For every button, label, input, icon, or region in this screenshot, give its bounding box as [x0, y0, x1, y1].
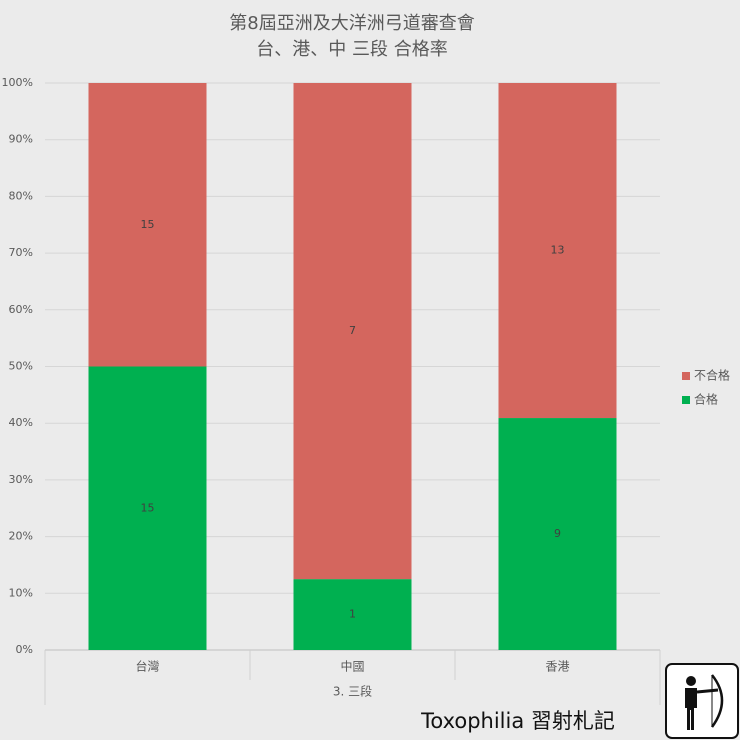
data-label: 7 [349, 324, 356, 337]
y-tick-label: 20% [9, 530, 33, 543]
y-tick-label: 40% [9, 416, 33, 429]
data-label: 13 [551, 244, 565, 257]
data-label: 9 [554, 527, 561, 540]
y-tick-label: 50% [9, 360, 33, 373]
x-tick-label: 中國 [340, 659, 364, 674]
legend-marker [682, 396, 690, 404]
bar-segment [498, 418, 617, 650]
bar-segment [293, 579, 412, 650]
group-label: 3. 三段 [333, 684, 372, 699]
bar-segment [88, 83, 207, 367]
y-tick-label: 80% [9, 189, 33, 202]
y-tick-label: 90% [9, 133, 33, 146]
archer-icon [665, 663, 739, 739]
y-tick-label: 60% [9, 303, 33, 316]
x-tick-label: 台灣 [135, 659, 159, 674]
bar-segment [293, 83, 412, 580]
bar-segment [88, 366, 207, 650]
y-tick-label: 30% [9, 473, 33, 486]
data-label: 1 [349, 608, 356, 621]
legend-label: 不合格 [694, 368, 730, 383]
chart-title: 第8屆亞洲及大洋洲弓道審查會 [229, 13, 474, 34]
y-tick-label: 100% [2, 76, 33, 89]
legend-label: 合格 [694, 392, 718, 407]
y-tick-label: 0% [16, 643, 33, 656]
bar-segment [498, 83, 617, 419]
legend-marker [682, 372, 690, 380]
data-label: 15 [141, 501, 155, 514]
y-tick-label: 70% [9, 246, 33, 259]
data-label: 15 [141, 218, 155, 231]
y-tick-label: 10% [9, 586, 33, 599]
x-tick-label: 香港 [545, 660, 569, 674]
chart-subtitle: 台、港、中 三段 合格率 [256, 39, 447, 60]
watermark: Toxophilia 習射札記 [420, 709, 615, 733]
